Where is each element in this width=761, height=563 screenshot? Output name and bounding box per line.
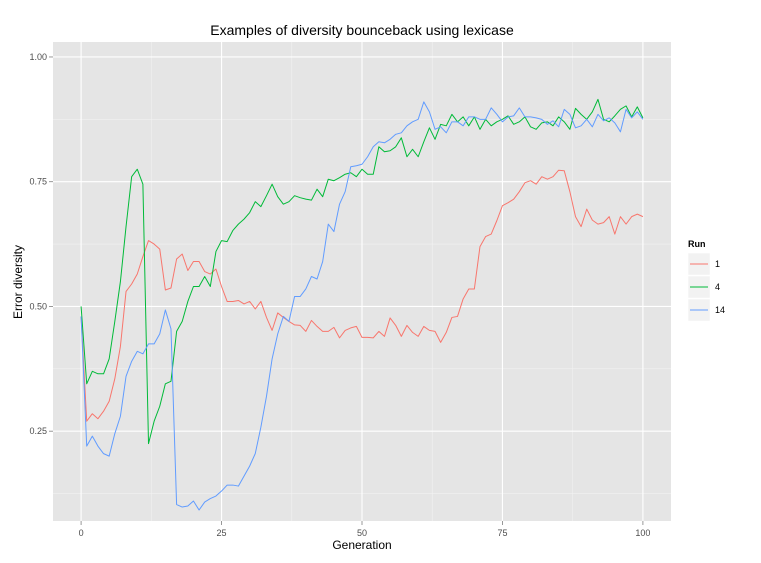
series-group — [80, 98, 644, 511]
grid-major — [53, 42, 671, 521]
x-tick-label: 0 — [79, 528, 84, 538]
y-tick-label: 0.25 — [29, 426, 47, 436]
x-tick-label: 100 — [635, 528, 650, 538]
x-tick-label: 25 — [217, 528, 227, 538]
x-tick-label: 50 — [357, 528, 367, 538]
y-tick-label: 0.50 — [29, 301, 47, 311]
legend-label-14: 14 — [715, 305, 725, 315]
chart-title: Examples of diversity bounceback using l… — [210, 22, 514, 38]
y-tick-label: 1.00 — [29, 52, 47, 62]
y-tick-label: 0.75 — [29, 177, 47, 187]
y-axis-label: Error diversity — [11, 245, 25, 319]
series-line-1 — [80, 169, 644, 422]
x-tick-label: 75 — [497, 528, 507, 538]
x-axis-ticks: 0 25 50 75 100 — [79, 521, 650, 538]
x-axis-label: Generation — [332, 538, 391, 552]
legend-title: Run — [688, 239, 706, 249]
legend-label-1: 1 — [715, 259, 720, 269]
legend-label-4: 4 — [715, 282, 720, 292]
y-axis-ticks: 0.25 0.50 0.75 1.00 — [29, 52, 53, 436]
series-line-14 — [80, 101, 644, 511]
